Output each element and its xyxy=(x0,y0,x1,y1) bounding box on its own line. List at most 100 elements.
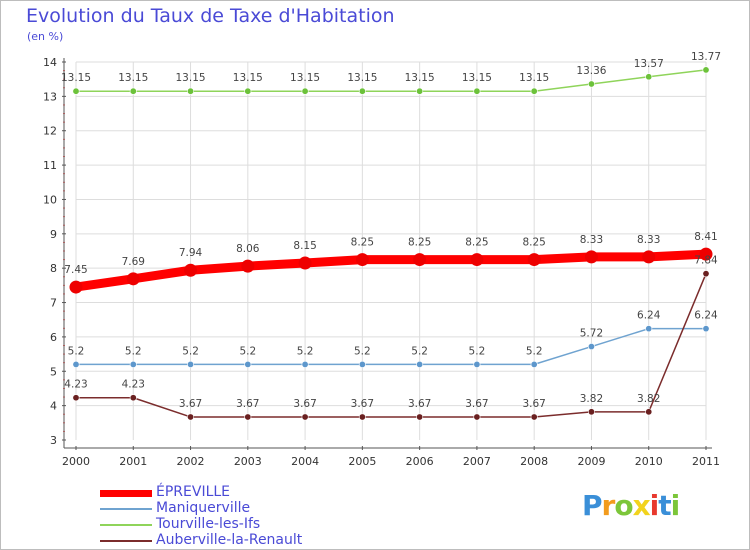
logo-letter: x xyxy=(632,489,651,522)
data-point xyxy=(416,360,424,368)
data-point xyxy=(355,253,369,267)
data-point xyxy=(702,66,710,74)
data-label: 8.33 xyxy=(637,234,660,246)
x-tick-label: 2009 xyxy=(577,455,605,468)
x-tick-label: 2003 xyxy=(234,455,262,468)
y-tick-label: 6 xyxy=(50,331,57,344)
data-label: 5.2 xyxy=(469,345,486,357)
logo-letter: t xyxy=(658,489,671,522)
logo-letter: P xyxy=(582,489,603,522)
y-tick-label: 11 xyxy=(43,159,57,172)
data-labels: 13.15 13.15 13.15 13.15 13.15 13.15 13.15 13.15… xyxy=(61,51,721,410)
data-label: 13.15 xyxy=(61,72,91,84)
data-label: 13.15 xyxy=(118,72,148,84)
legend-label: Maniquerville xyxy=(156,500,251,516)
data-label: 3.67 xyxy=(293,398,316,410)
data-point xyxy=(358,87,366,95)
legend-swatch xyxy=(100,540,152,542)
data-label: 13.77 xyxy=(691,51,721,63)
data-point xyxy=(69,280,83,294)
data-point xyxy=(413,253,427,267)
data-label: 8.25 xyxy=(351,237,374,249)
data-label: 6.24 xyxy=(637,310,661,322)
grid xyxy=(75,61,707,440)
data-label: 5.2 xyxy=(239,345,256,357)
legend-label: Auberville-la-Renault xyxy=(156,532,303,548)
data-point xyxy=(530,360,538,368)
data-label: 5.2 xyxy=(125,345,142,357)
data-label: 13.15 xyxy=(290,72,320,84)
data-point xyxy=(470,253,484,267)
data-label: 3.67 xyxy=(465,398,488,410)
y-tick-label: 10 xyxy=(43,193,57,206)
y-tick-label: 8 xyxy=(50,262,57,275)
data-label: 5.2 xyxy=(526,345,543,357)
data-point xyxy=(702,270,710,278)
data-label: 7.69 xyxy=(122,256,145,268)
data-point xyxy=(702,325,710,333)
x-tick-label: 2006 xyxy=(406,455,434,468)
data-point xyxy=(645,325,653,333)
y-tick-label: 5 xyxy=(50,365,57,378)
data-label: 13.15 xyxy=(519,72,549,84)
y-tick-label: 13 xyxy=(43,90,57,103)
data-label: 4.23 xyxy=(122,379,145,391)
proxiti-logo: Proxiti xyxy=(582,489,680,522)
data-point xyxy=(244,360,252,368)
data-point xyxy=(184,263,198,277)
data-point xyxy=(358,413,366,421)
data-point xyxy=(530,413,538,421)
y-tick-label: 12 xyxy=(43,125,57,138)
data-point xyxy=(699,247,713,261)
data-label: 5.72 xyxy=(580,328,603,340)
data-point xyxy=(416,87,424,95)
data-point xyxy=(187,87,195,95)
x-tick-label: 2000 xyxy=(62,455,90,468)
chart-subtitle: (en %) xyxy=(27,30,64,43)
data-label: 8.41 xyxy=(694,231,717,243)
legend-swatch xyxy=(100,508,152,510)
data-point xyxy=(129,360,137,368)
data-label: 8.25 xyxy=(465,237,488,249)
logo-letter: i xyxy=(649,489,660,522)
series-lines xyxy=(69,66,713,421)
data-point xyxy=(358,360,366,368)
chart-title: Evolution du Taux de Taxe d'Habitation xyxy=(26,5,395,27)
y-tick-label: 9 xyxy=(50,228,57,241)
data-label: 8.15 xyxy=(293,240,316,252)
x-tick-label: 2010 xyxy=(635,455,663,468)
data-point xyxy=(187,360,195,368)
data-point xyxy=(473,87,481,95)
data-label: 7.45 xyxy=(64,264,87,276)
data-point xyxy=(587,343,595,351)
data-label: 13.15 xyxy=(405,72,435,84)
data-label: 8.25 xyxy=(522,237,545,249)
data-label: 8.06 xyxy=(236,243,260,255)
data-point xyxy=(129,87,137,95)
data-label: 7.84 xyxy=(694,255,718,267)
y-tick-label: 7 xyxy=(50,297,57,310)
x-tick-label: 2001 xyxy=(119,455,147,468)
data-point xyxy=(527,253,541,267)
data-point xyxy=(126,272,140,286)
y-tick-label: 3 xyxy=(50,434,57,447)
legend-label: ÉPREVILLE xyxy=(156,484,231,500)
y-tick-label: 4 xyxy=(50,400,57,413)
data-label: 4.23 xyxy=(64,379,87,391)
legend-label: Tourville-les-Ifs xyxy=(156,516,261,532)
x-tick-label: 2004 xyxy=(291,455,319,468)
data-label: 3.67 xyxy=(522,398,545,410)
data-point xyxy=(587,408,595,416)
series-line xyxy=(75,272,707,418)
x-tick-label: 2005 xyxy=(348,455,376,468)
data-label: 3.67 xyxy=(351,398,374,410)
data-label: 5.2 xyxy=(354,345,371,357)
data-point xyxy=(645,73,653,81)
series-line xyxy=(71,249,711,292)
data-label: 8.33 xyxy=(580,234,603,246)
x-tick-label: 2007 xyxy=(463,455,491,468)
x-tick-label: 2011 xyxy=(692,455,720,468)
data-point xyxy=(187,413,195,421)
x-tick-label: 2008 xyxy=(520,455,548,468)
